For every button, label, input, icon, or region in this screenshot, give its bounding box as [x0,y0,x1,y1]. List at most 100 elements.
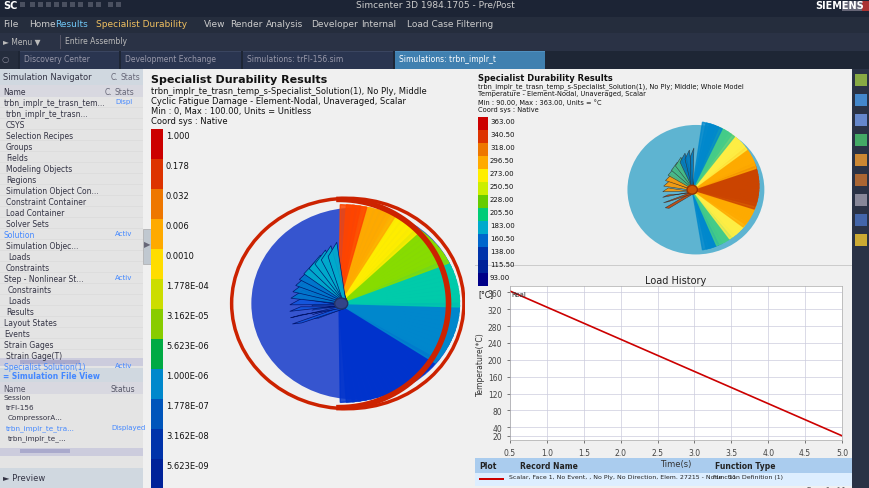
Text: Temperature - Element-Nodal, Unaveraged, Scalar: Temperature - Element-Nodal, Unaveraged,… [477,91,645,97]
Bar [96,3,101,8]
Text: 228.00: 228.00 [489,197,514,203]
Bar [0,130,143,131]
Bar [0,52,18,70]
Bar [0,86,143,98]
Text: Function Type: Function Type [714,461,774,470]
Bar [477,118,488,131]
Text: 5.623E-09: 5.623E-09 [166,461,209,470]
Polygon shape [308,256,347,302]
Polygon shape [339,304,456,337]
Polygon shape [692,190,714,249]
Text: Scalar, Face 1, No Event, , No Ply, No Direction, Elem. 27215 - Node   11: Scalar, Face 1, No Event, , No Ply, No D… [508,474,735,479]
Text: Strain Gage(T): Strain Gage(T) [6,351,62,360]
Bar [0,218,143,219]
Bar [151,399,163,429]
Bar [30,3,35,8]
Bar [0,228,143,229]
Bar [151,220,163,249]
Polygon shape [692,190,757,206]
Bar [0,371,143,372]
Bar [60,36,61,50]
Polygon shape [339,218,410,304]
Polygon shape [311,306,347,311]
Bar [70,3,75,8]
Bar [0,141,143,142]
Bar [121,52,241,70]
Polygon shape [313,307,346,319]
Bar [151,249,163,280]
Bar [474,70,851,488]
Polygon shape [339,304,401,394]
Bar [0,368,143,382]
Polygon shape [339,304,406,392]
Polygon shape [692,190,748,227]
Text: 93.00: 93.00 [489,274,509,281]
Text: 1.778E-04: 1.778E-04 [166,282,209,290]
Polygon shape [692,127,725,190]
Bar [479,478,503,480]
Polygon shape [692,187,758,196]
Text: [°C]: [°C] [477,289,493,298]
Polygon shape [339,304,448,355]
Polygon shape [312,297,348,305]
Bar [151,160,163,190]
Polygon shape [692,190,746,230]
Bar [395,52,544,70]
Bar [477,261,488,273]
Text: Entire Assembly: Entire Assembly [65,37,127,46]
Text: trbn_implr_te_trasn_temp_s-Specialist_Solution(1), No Ply; Middle; Whole Model: trbn_implr_te_trasn_temp_s-Specialist_So… [477,83,743,90]
Polygon shape [339,206,367,304]
Polygon shape [339,304,453,346]
Text: Simulations: trFI-156.sim: Simulations: trFI-156.sim [247,55,342,64]
Polygon shape [692,190,711,250]
Bar [0,52,869,70]
Polygon shape [339,304,389,398]
Polygon shape [692,190,758,200]
Bar [0,18,869,34]
Text: Specialist Solution(1): Specialist Solution(1) [4,362,85,371]
Polygon shape [339,205,361,304]
Polygon shape [339,304,459,322]
Polygon shape [339,253,448,304]
Polygon shape [339,230,428,304]
Polygon shape [315,250,346,302]
Bar [474,458,851,473]
Bar [0,327,143,328]
Polygon shape [339,304,436,371]
Bar [854,155,866,167]
Polygon shape [289,299,347,306]
Text: Specialist Durability Results: Specialist Durability Results [477,74,612,83]
Polygon shape [663,193,693,203]
Bar [0,250,143,251]
Text: trbn_implr_te_trasn_temp_s-Specialist_Solution(1), No Ply, Middle: trbn_implr_te_trasn_temp_s-Specialist_So… [151,87,427,96]
Polygon shape [339,226,424,304]
Polygon shape [692,143,746,190]
Polygon shape [312,306,346,315]
Bar [854,95,866,107]
Polygon shape [339,304,355,403]
Bar [477,170,488,183]
Text: 363.00: 363.00 [489,119,514,125]
Text: Load Case Filtering: Load Case Filtering [407,20,493,29]
Bar [0,196,143,197]
Text: 3.162E-08: 3.162E-08 [166,431,209,440]
Polygon shape [292,306,345,325]
Polygon shape [339,304,446,359]
Text: Simulation Object Con...: Simulation Object Con... [6,186,98,196]
Polygon shape [339,262,453,304]
Text: SIEMENS: SIEMENS [814,1,863,11]
Polygon shape [339,304,428,378]
Text: Events: Events [4,329,30,338]
Text: Specialist Durability: Specialist Durability [96,20,187,29]
Polygon shape [692,190,736,239]
Bar [0,174,143,175]
Bar [477,208,488,222]
Polygon shape [314,286,348,303]
Text: Simulation Objec...: Simulation Objec... [6,242,78,250]
Bar [54,3,59,8]
Bar [0,184,143,185]
Bar [151,369,163,399]
Polygon shape [667,169,694,190]
Text: trbn_implr_te_tra...: trbn_implr_te_tra... [6,424,75,431]
Polygon shape [339,304,372,401]
